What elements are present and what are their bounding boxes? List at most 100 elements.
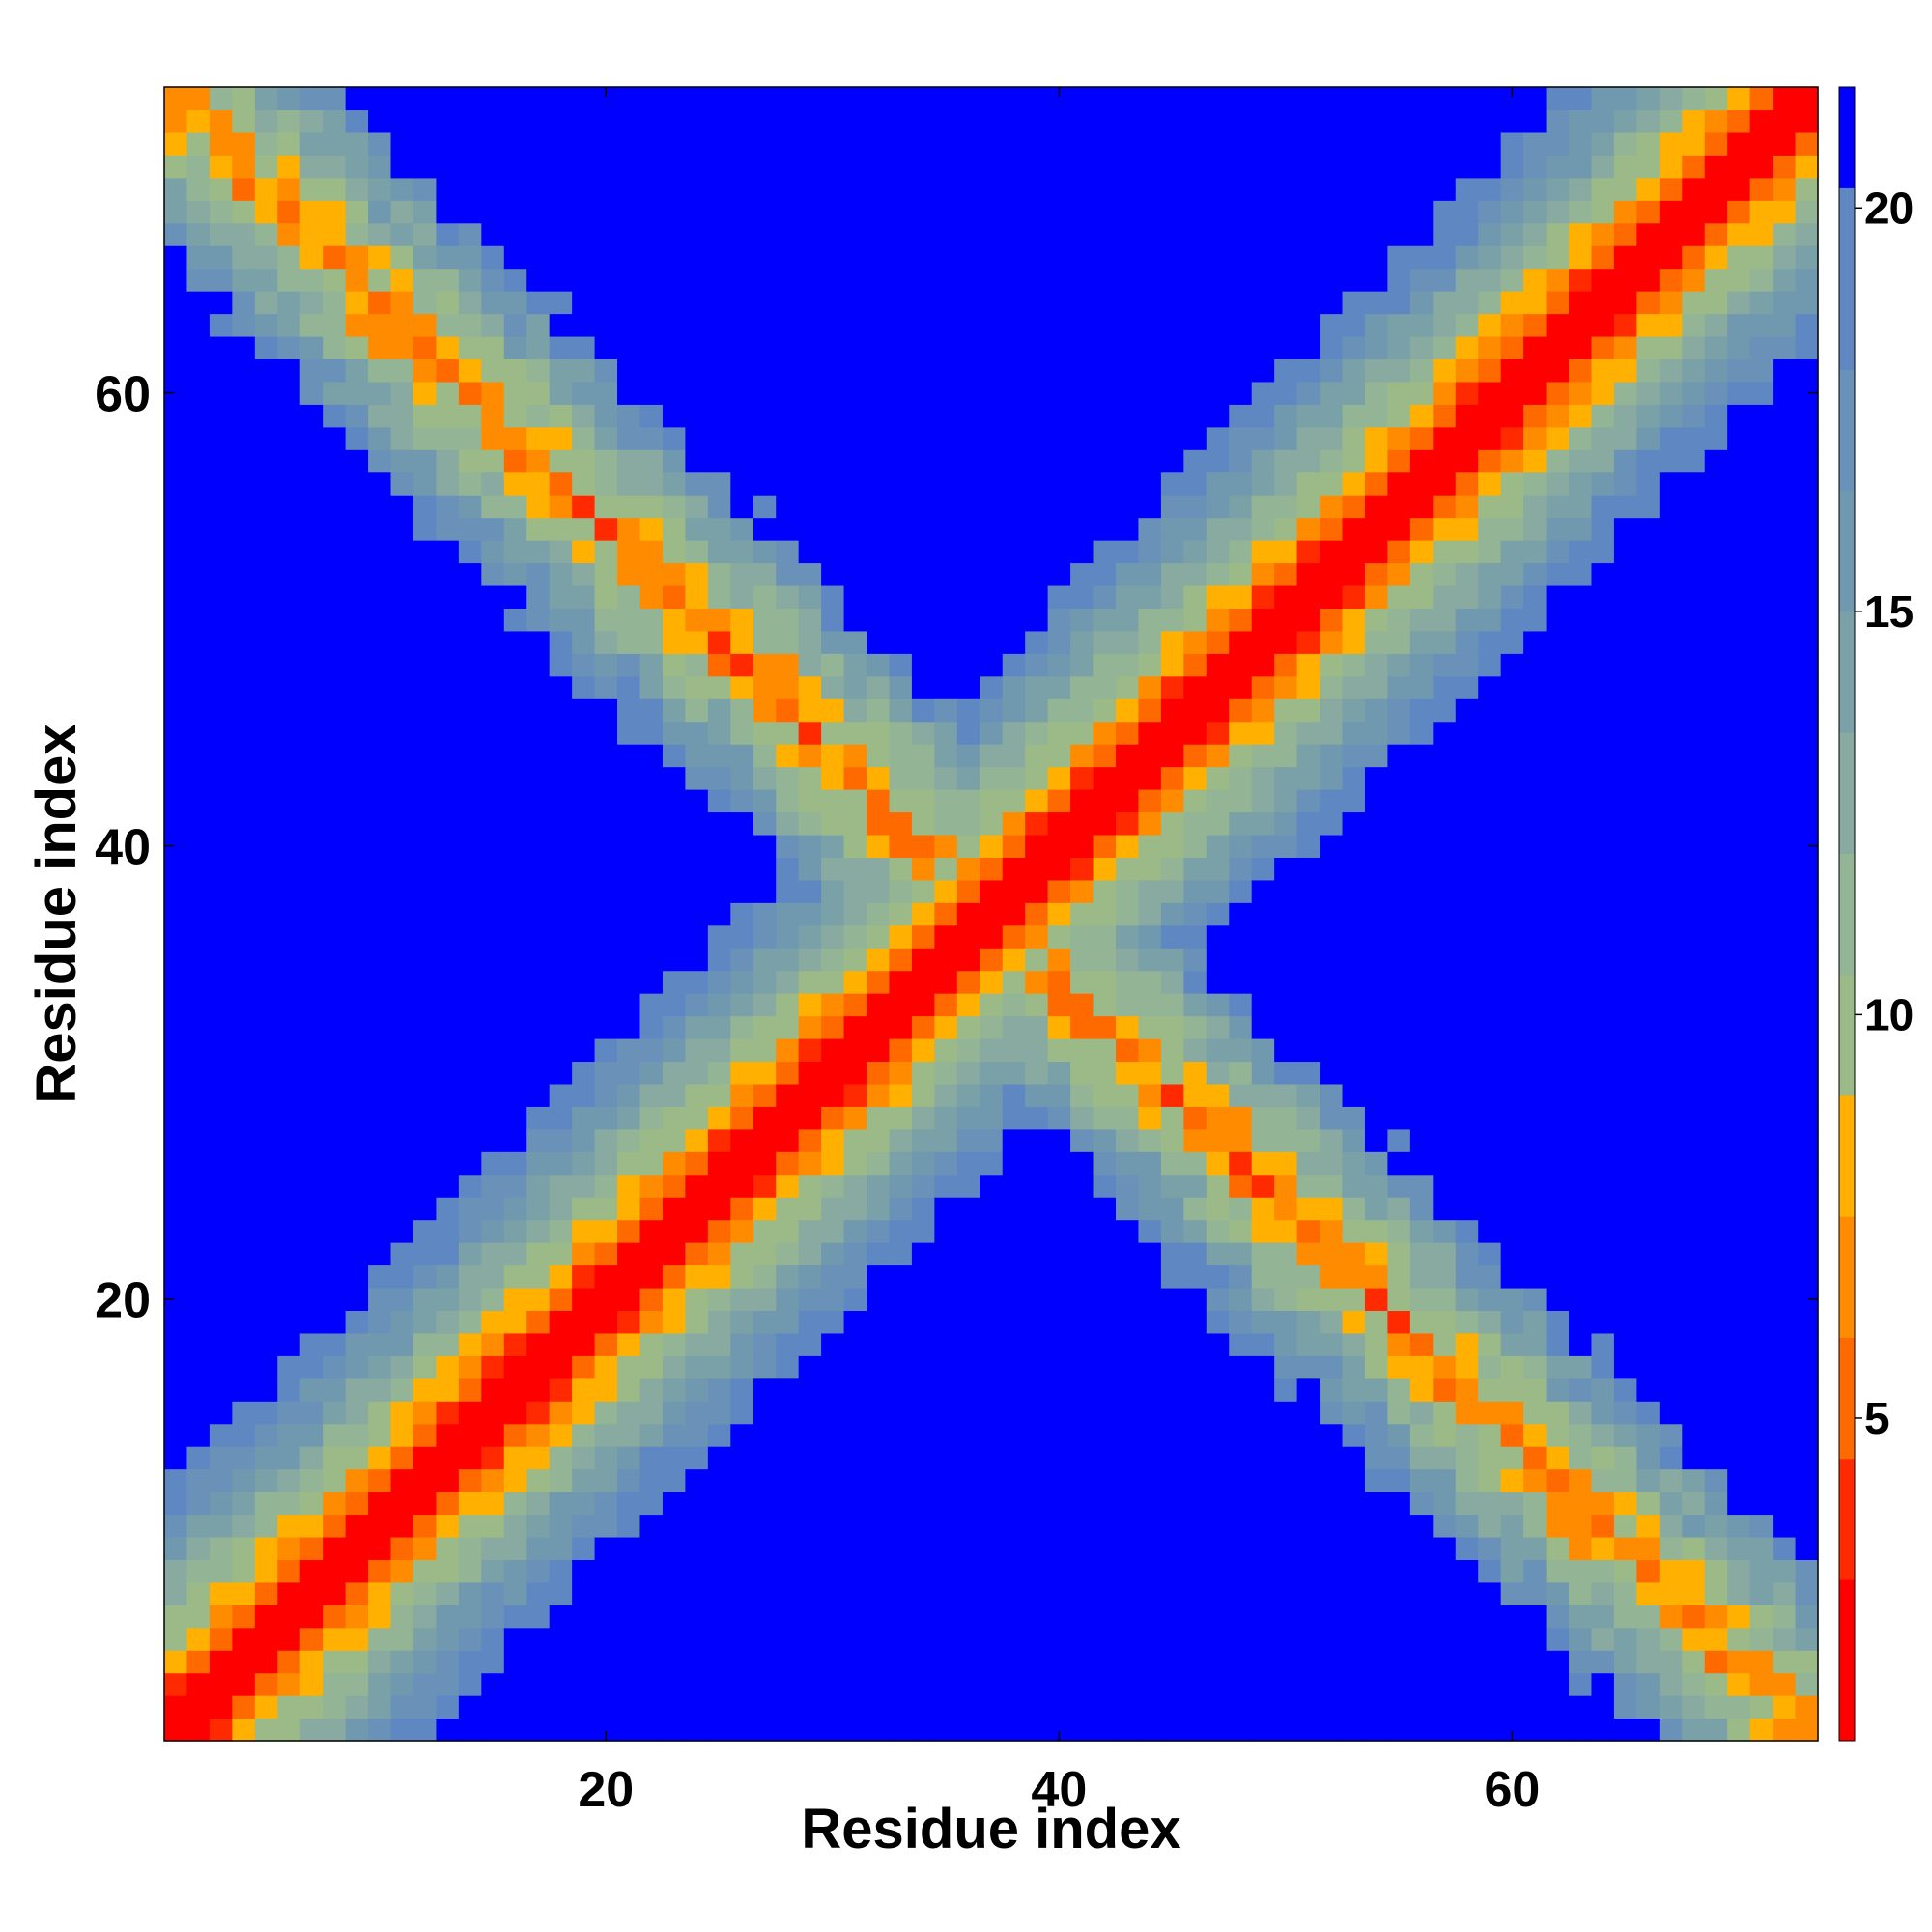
heatmap-cell <box>685 471 709 496</box>
heatmap-cell <box>1320 517 1344 541</box>
heatmap-cell <box>572 948 596 972</box>
heatmap-cell <box>843 721 867 745</box>
heatmap-cell <box>436 1672 460 1696</box>
heatmap-cell <box>1523 1581 1548 1605</box>
heatmap-cell <box>1115 268 1140 292</box>
heatmap-cell <box>345 1559 369 1583</box>
heatmap-cell <box>1002 584 1026 609</box>
heatmap-cell <box>685 404 709 428</box>
heatmap-cell <box>526 1219 551 1243</box>
heatmap-cell <box>821 1083 845 1107</box>
heatmap-cell <box>232 1446 256 1470</box>
heatmap-cell <box>186 1332 211 1356</box>
heatmap-cell <box>1296 177 1321 201</box>
heatmap-cell <box>776 155 800 179</box>
heatmap-cell <box>1433 200 1457 224</box>
heatmap-cell <box>798 1650 822 1674</box>
heatmap-cell <box>1433 948 1457 972</box>
heatmap-cell <box>639 1151 664 1176</box>
heatmap-cell <box>277 358 301 383</box>
heatmap-cell <box>843 1627 867 1651</box>
heatmap-cell <box>1342 109 1366 133</box>
heatmap-cell <box>345 426 369 450</box>
heatmap-cell <box>503 449 527 473</box>
heatmap-cell <box>186 562 211 586</box>
heatmap-cell <box>617 268 641 292</box>
heatmap-cell <box>390 721 414 745</box>
heatmap-cell <box>1433 268 1457 292</box>
heatmap-cell <box>1613 291 1637 315</box>
heatmap-cell <box>1387 131 1411 156</box>
heatmap-cell <box>254 1332 278 1356</box>
heatmap-cell <box>549 948 573 972</box>
heatmap-cell <box>458 1581 482 1605</box>
heatmap-cell <box>1546 766 1570 790</box>
heatmap-cell <box>503 1423 527 1447</box>
heatmap-cell <box>1320 1174 1344 1198</box>
heatmap-cell <box>821 1401 845 1425</box>
heatmap-cell <box>685 789 709 813</box>
heatmap-cell <box>186 1197 211 1221</box>
heatmap-cell <box>1229 924 1253 949</box>
heatmap-cell <box>1320 1695 1344 1719</box>
heatmap-cell <box>436 879 460 903</box>
heatmap-cell <box>1613 1378 1637 1402</box>
heatmap-cell <box>390 1627 414 1651</box>
heatmap-cell <box>707 766 731 790</box>
heatmap-cell <box>164 471 188 496</box>
heatmap-cell <box>1387 358 1411 383</box>
heatmap-cell <box>639 540 664 564</box>
heatmap-cell <box>1002 1061 1026 1085</box>
heatmap-cell <box>232 970 256 994</box>
heatmap-cell <box>1387 87 1411 111</box>
heatmap-cell <box>1047 766 1071 790</box>
heatmap-cell <box>1002 426 1026 450</box>
heatmap-cell <box>685 1037 709 1063</box>
heatmap-cell <box>1115 1174 1140 1198</box>
heatmap-cell <box>1229 562 1253 586</box>
heatmap-cell <box>549 1423 573 1447</box>
heatmap-cell <box>956 449 980 473</box>
heatmap-cell <box>843 381 867 405</box>
heatmap-cell <box>980 1083 1004 1107</box>
heatmap-cell <box>1183 1468 1208 1492</box>
heatmap-cell <box>707 1355 731 1379</box>
heatmap-cell <box>1274 1627 1298 1651</box>
heatmap-cell <box>1682 653 1706 677</box>
heatmap-cell <box>186 698 211 723</box>
heatmap-cell <box>1387 1015 1411 1039</box>
heatmap-cell <box>934 1423 958 1447</box>
heatmap-cell <box>1704 1264 1728 1289</box>
heatmap-cell <box>1682 1151 1706 1176</box>
heatmap-cell <box>889 653 913 677</box>
heatmap-cell <box>1546 381 1570 405</box>
heatmap-cell <box>821 675 845 699</box>
heatmap-cell <box>911 1514 935 1538</box>
heatmap-cell <box>1636 1514 1661 1538</box>
heatmap-cell <box>1229 744 1253 768</box>
heatmap-cell <box>186 358 211 383</box>
heatmap-cell <box>1569 245 1593 270</box>
heatmap-cell <box>1206 540 1230 564</box>
heatmap-cell <box>821 993 845 1017</box>
heatmap-cell <box>843 1355 867 1379</box>
heatmap-cell <box>1070 109 1094 133</box>
heatmap-cell <box>503 1581 527 1605</box>
heatmap-cell <box>685 1174 709 1198</box>
heatmap-cell <box>867 1015 891 1039</box>
heatmap-cell <box>1591 1287 1615 1312</box>
heatmap-cell <box>436 268 460 292</box>
heatmap-cell <box>1025 1015 1049 1039</box>
heatmap-cell <box>934 540 958 564</box>
heatmap-cell <box>299 811 324 836</box>
heatmap-cell <box>662 109 686 133</box>
heatmap-cell <box>707 608 731 632</box>
heatmap-cell <box>1296 245 1321 270</box>
heatmap-cell <box>639 721 664 745</box>
heatmap-cell <box>867 834 891 858</box>
heatmap-cell <box>594 1355 618 1379</box>
heatmap-cell <box>503 766 527 790</box>
heatmap-cell <box>707 109 731 133</box>
heatmap-cell <box>662 721 686 745</box>
heatmap-cell <box>753 335 777 360</box>
